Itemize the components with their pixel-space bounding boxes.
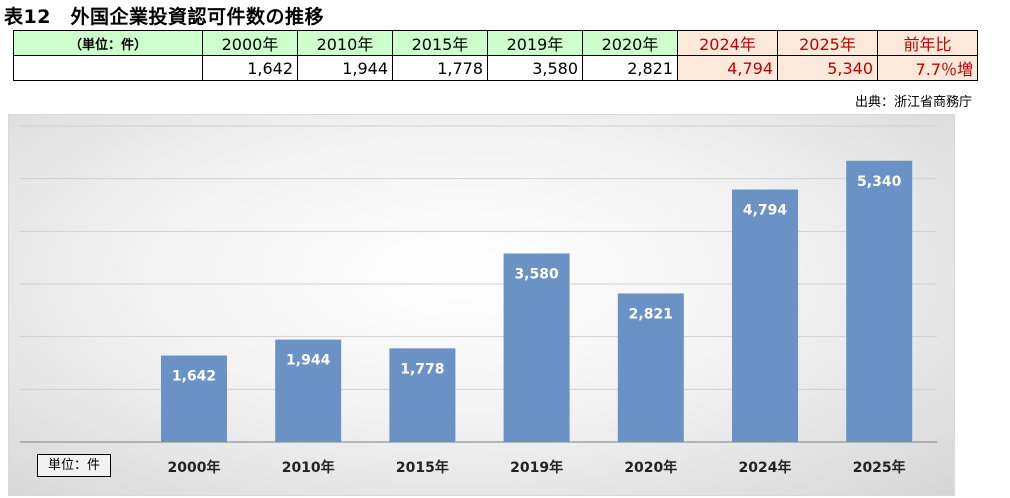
table-header-cell: 2010年: [297, 30, 393, 56]
table-cell: 1,642: [202, 55, 298, 81]
bar-data-label: 1,642: [172, 369, 216, 385]
x-tick-label: 2024年: [739, 459, 792, 476]
bar-data-label: 3,580: [514, 266, 559, 282]
x-tick-label: 2020年: [624, 459, 677, 476]
source-note: 出典：浙江省商務庁: [854, 95, 972, 110]
bar: [732, 189, 798, 442]
bar: [503, 253, 570, 442]
table-row-label: [13, 55, 203, 81]
table-header-cell: 2025年: [777, 30, 878, 56]
x-tick-label: 2000年: [168, 459, 221, 476]
bar-data-label: 4,794: [743, 203, 788, 219]
bar: [161, 355, 227, 442]
x-tick-label: 2010年: [282, 459, 335, 476]
table-cell: 5,340: [777, 55, 878, 81]
data-table: （単位：件） 2000年 2010年 2015年 2019年 2020年 202…: [13, 30, 978, 81]
bar: [617, 293, 684, 442]
table-cell: 1,778: [392, 55, 488, 81]
chart-unit-label: 単位：件: [37, 454, 111, 477]
table-header-cell: 前年比: [877, 30, 978, 56]
table-header-cell: 2015年: [392, 30, 488, 56]
table-cell: 1,944: [297, 55, 393, 81]
bar-data-label: 2,821: [629, 306, 673, 322]
table-cell: 3,580: [487, 55, 583, 81]
table-header-cell: 2019年: [487, 30, 583, 56]
table-cell: 2,821: [582, 55, 678, 81]
bar-data-label: 1,944: [286, 353, 331, 369]
bar: [846, 160, 913, 442]
bar: [275, 339, 342, 442]
bar: [389, 348, 456, 442]
x-tick-label: 2025年: [853, 459, 906, 476]
x-tick-label: 2015年: [396, 459, 449, 476]
bar-data-label: 1,778: [400, 361, 444, 377]
x-tick-label: 2019年: [510, 459, 563, 476]
bar-data-label: 5,340: [857, 174, 902, 190]
table-row: 1,642 1,944 1,778 3,580 2,821 4,794 5,34…: [13, 55, 978, 81]
table-header-cell: 2024年: [677, 30, 778, 56]
table-header-row: （単位：件） 2000年 2010年 2015年 2019年 2020年 202…: [13, 30, 978, 56]
table-header-cell: 2000年: [202, 30, 298, 56]
page-title: 表12 外国企業投資認可件数の推移: [4, 6, 324, 28]
table-cell: 7.7％増: [877, 55, 978, 81]
